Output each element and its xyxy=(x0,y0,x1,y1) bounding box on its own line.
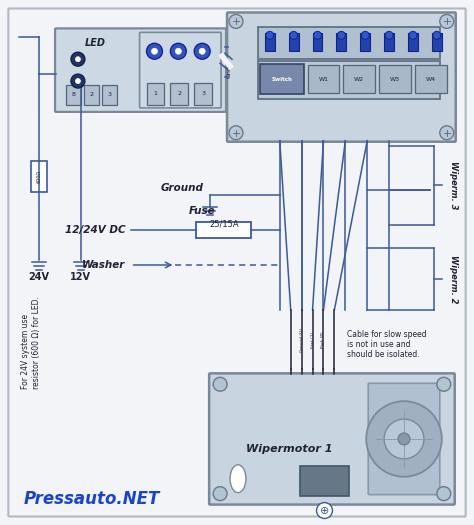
Text: 3: 3 xyxy=(201,91,205,97)
Circle shape xyxy=(337,32,346,39)
Text: 600Ω: 600Ω xyxy=(36,170,42,183)
Circle shape xyxy=(317,502,332,519)
Text: Washer: Washer xyxy=(82,260,126,270)
FancyBboxPatch shape xyxy=(227,13,456,142)
Text: W4: W4 xyxy=(426,77,436,81)
Bar xyxy=(66,85,81,105)
Circle shape xyxy=(194,43,210,59)
Circle shape xyxy=(366,401,442,477)
Circle shape xyxy=(266,32,274,39)
Circle shape xyxy=(71,52,85,66)
Bar xyxy=(312,34,322,51)
Circle shape xyxy=(398,433,410,445)
Bar xyxy=(196,222,251,238)
FancyBboxPatch shape xyxy=(209,373,455,505)
FancyBboxPatch shape xyxy=(368,383,440,495)
Bar xyxy=(84,85,99,105)
Bar xyxy=(194,83,212,105)
Bar xyxy=(102,85,117,105)
Text: Fast (1): Fast (1) xyxy=(310,331,315,348)
Text: W2: W2 xyxy=(354,77,365,81)
Circle shape xyxy=(175,48,182,54)
Bar xyxy=(260,64,304,94)
FancyBboxPatch shape xyxy=(55,28,226,112)
Text: Wiperm. 2: Wiperm. 2 xyxy=(449,255,458,303)
Circle shape xyxy=(440,15,454,28)
Bar xyxy=(146,83,164,105)
Text: 3: 3 xyxy=(107,92,111,98)
Circle shape xyxy=(213,377,227,391)
Circle shape xyxy=(409,32,417,39)
Bar xyxy=(31,161,47,193)
Circle shape xyxy=(146,43,163,59)
Text: Cable for slow speed
is not in use and
should be isolated.: Cable for slow speed is not in use and s… xyxy=(347,330,427,360)
Text: W3: W3 xyxy=(390,77,400,81)
Bar xyxy=(337,34,346,51)
FancyBboxPatch shape xyxy=(9,8,465,517)
Text: LED: LED xyxy=(84,38,105,48)
Bar xyxy=(289,34,299,51)
Circle shape xyxy=(313,32,321,39)
Circle shape xyxy=(361,32,369,39)
Text: 12V: 12V xyxy=(71,272,91,282)
Circle shape xyxy=(170,43,186,59)
Bar xyxy=(384,34,394,51)
Circle shape xyxy=(229,15,243,28)
Text: Wipermotor 1: Wipermotor 1 xyxy=(246,444,333,454)
Bar xyxy=(258,61,440,99)
Text: Switch: Switch xyxy=(271,77,292,81)
Text: Pressauto.NET: Pressauto.NET xyxy=(23,490,160,508)
Circle shape xyxy=(71,74,85,88)
Bar xyxy=(170,83,188,105)
Circle shape xyxy=(229,126,243,140)
Circle shape xyxy=(75,57,81,61)
Circle shape xyxy=(385,32,393,39)
Text: Ground: Ground xyxy=(161,183,203,193)
Bar xyxy=(432,34,442,51)
Circle shape xyxy=(213,487,227,501)
Bar xyxy=(258,27,440,59)
Bar xyxy=(265,34,275,51)
Text: ⊕: ⊕ xyxy=(320,506,329,516)
Text: Ground (G): Ground (G) xyxy=(300,328,304,352)
Text: Gnd: Gnd xyxy=(227,65,231,78)
Circle shape xyxy=(152,48,157,54)
Bar xyxy=(415,65,447,93)
Bar xyxy=(408,34,418,51)
Circle shape xyxy=(440,126,454,140)
Circle shape xyxy=(384,419,424,459)
Circle shape xyxy=(290,32,298,39)
Circle shape xyxy=(437,487,451,501)
Text: Wiperm. 3: Wiperm. 3 xyxy=(449,161,458,209)
Text: 12/24V DC: 12/24V DC xyxy=(65,225,126,235)
Text: Park (P): Park (P) xyxy=(321,331,326,348)
Text: 1: 1 xyxy=(154,91,157,97)
Bar xyxy=(308,65,339,93)
Bar xyxy=(379,65,411,93)
Text: 2: 2 xyxy=(177,91,182,97)
Bar xyxy=(300,466,349,496)
FancyBboxPatch shape xyxy=(139,33,221,108)
Circle shape xyxy=(75,79,81,83)
Text: For 24V system use
resistor (600 Ω) for LED.: For 24V system use resistor (600 Ω) for … xyxy=(21,297,41,389)
Circle shape xyxy=(437,377,451,391)
Text: 8: 8 xyxy=(72,92,75,98)
Circle shape xyxy=(433,32,441,39)
Bar xyxy=(343,65,375,93)
Text: W1: W1 xyxy=(319,77,328,81)
Text: 25/15A: 25/15A xyxy=(209,219,239,228)
Text: 2: 2 xyxy=(90,92,93,98)
Circle shape xyxy=(199,48,205,54)
Bar xyxy=(360,34,370,51)
Ellipse shape xyxy=(230,465,246,492)
Text: Fuse: Fuse xyxy=(188,206,215,216)
Text: 24V: 24V xyxy=(28,272,50,282)
